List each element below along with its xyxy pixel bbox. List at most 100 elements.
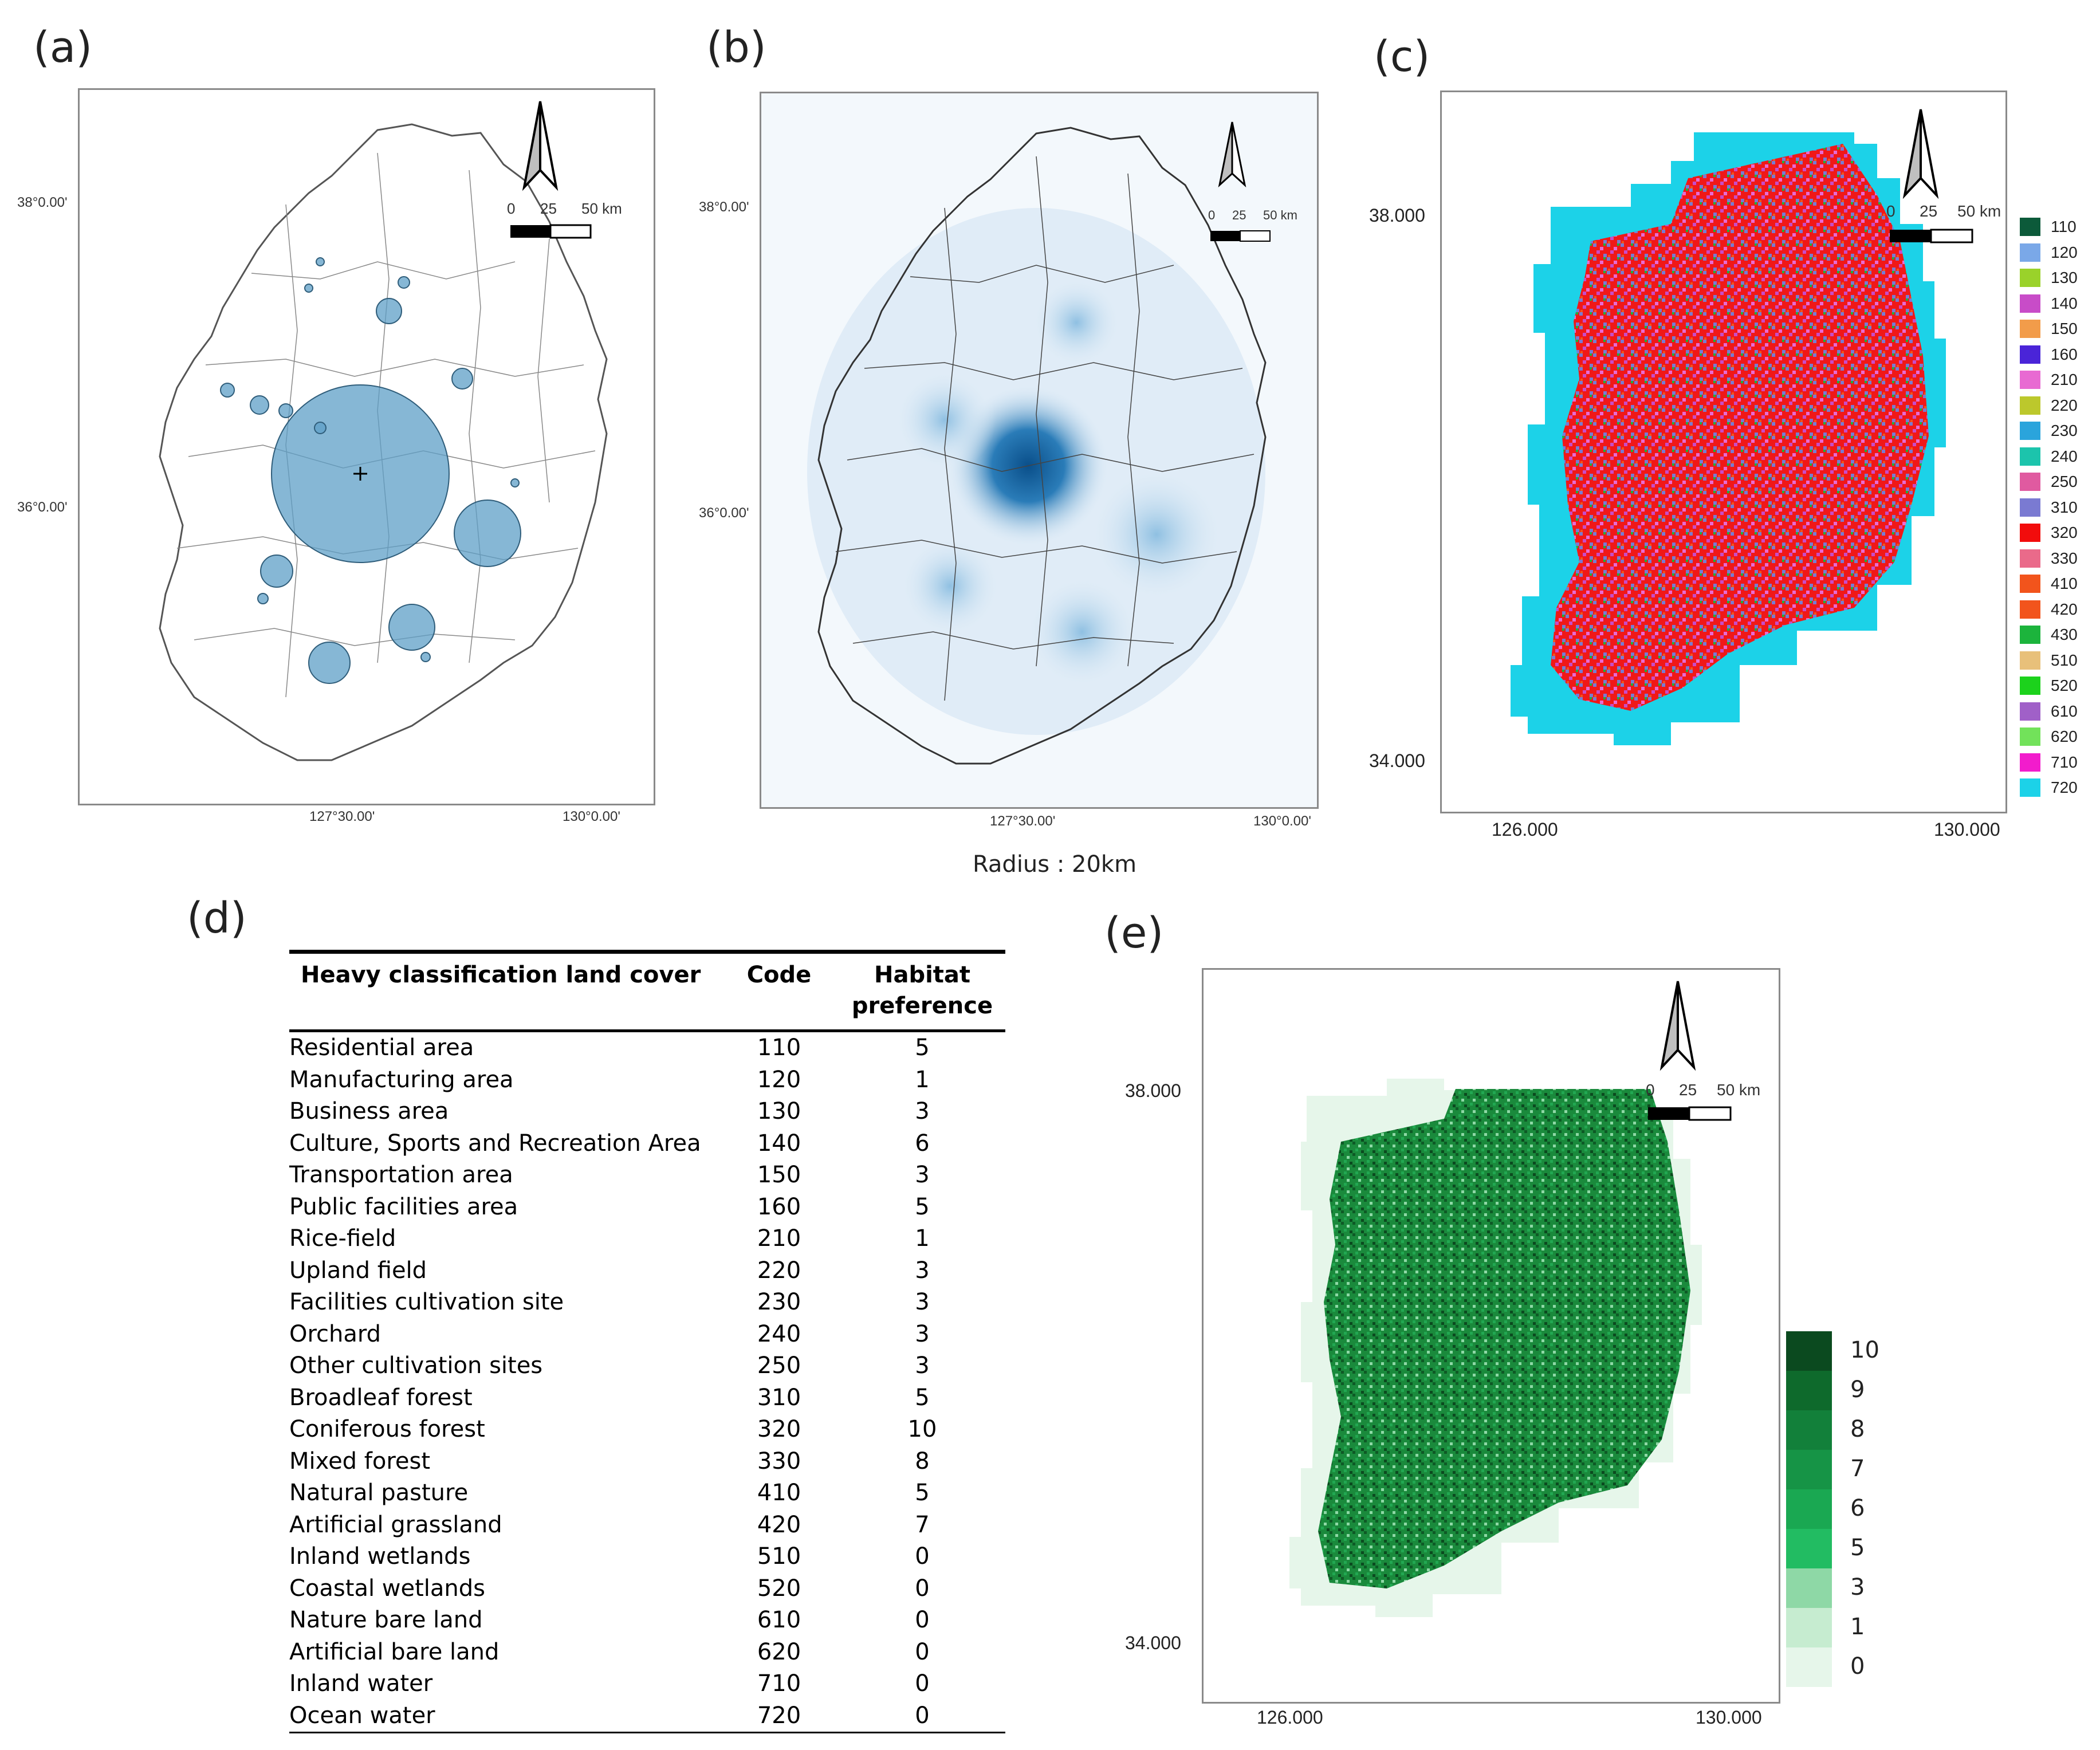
e-lat-34: 34.000 [1125,1633,1181,1653]
scale-b-0: 0 [1208,208,1216,222]
north-arrow-icon-e [1659,981,1696,1071]
table-row: Inland water 710 0 [289,1670,930,1697]
scale-e-50: 50 km [1717,1081,1761,1099]
scale-c-50: 50 km [1957,202,2001,220]
legend-swatch [2020,600,2040,619]
legend-swatch [2020,727,2040,746]
panel-c-map: 0 25 50 km [1440,91,2007,813]
table-row: Facilities cultivation site 230 3 [289,1289,930,1315]
table-row: Broadleaf forest 310 5 [289,1384,930,1411]
scale-bar-icon [510,224,592,239]
panel-c-label: (c) [1374,32,1430,81]
table-row: Upland field 220 3 [289,1257,930,1284]
scale-label-0: 0 [507,200,516,217]
panel-e-map: 0 25 50 km [1202,968,1780,1704]
a-lon-127: 127°30.00' [309,809,375,824]
table-row: Coastal wetlands 520 0 [289,1575,930,1602]
table-row: Natural pasture 410 5 [289,1480,930,1506]
table-row: Residential area 110 5 [289,1035,930,1061]
table-row: Culture, Sports and Recreation Area 140 6 [289,1130,930,1157]
c-legend-row: 310 [2020,495,2078,520]
panel-b-map: 0 25 50 km [760,92,1319,809]
table-header: Heavy classification land cover Code Hab… [289,950,1005,1032]
legend-swatch [2020,575,2040,593]
table-row: Ocean water 720 0 [289,1702,930,1729]
table-row: Public facilities area 160 5 [289,1193,930,1220]
c-legend-row: 160 [2020,342,2078,367]
legend-swatch [1786,1371,1832,1410]
panel-b-label: (b) [706,23,766,72]
c-legend-row: 240 [2020,444,2078,469]
c-legend-row: 140 [2020,291,2078,316]
legend-swatch [2020,218,2040,236]
c-legend-row: 320 [2020,520,2078,545]
legend-swatch [2020,396,2040,415]
legend-swatch [2020,345,2040,364]
table-row: Nature bare land 610 0 [289,1607,930,1633]
table-row: Orchard 240 3 [289,1320,930,1347]
header-code: Code [746,962,812,988]
c-legend-row: 220 [2020,393,2078,418]
c-legend-row: 250 [2020,469,2078,494]
panel-d-label: (d) [187,894,247,943]
e-legend-row: 1 [1786,1608,1901,1647]
scale-bar-icon-b [1210,230,1271,242]
e-legend-row: 8 [1786,1410,1901,1450]
c-legend-row: 120 [2020,240,2078,265]
c-legend-row: 720 [2020,775,2078,800]
c-legend-row: 150 [2020,316,2078,341]
c-legend-row: 110 [2020,214,2077,239]
scale-b-25: 25 [1232,208,1246,222]
legend-swatch [2020,626,2040,644]
a-lon-130: 130°0.00' [563,809,620,824]
north-arrow-icon-c [1902,109,1939,199]
legend-swatch [2020,651,2040,670]
legend-swatch [2020,422,2040,440]
e-lon-130: 130.000 [1696,1707,1762,1728]
b-lon-130: 130°0.00' [1253,813,1311,829]
c-legend-row: 610 [2020,699,2078,724]
north-arrow-icon-b [1218,121,1246,188]
legend-swatch [1786,1608,1832,1647]
scale-bar-icon-c [1890,229,1973,243]
e-legend-row: 6 [1786,1489,1901,1529]
legend-swatch [1786,1450,1832,1489]
legend-swatch [2020,677,2040,695]
legend-swatch [2020,320,2040,338]
e-lat-38: 38.000 [1125,1080,1181,1101]
c-legend-row: 710 [2020,750,2078,775]
habitat-preference-table: Heavy classification land cover Code Hab… [289,950,1005,1733]
table-row: Coniferous forest 320 10 [289,1416,937,1442]
north-arrow-icon [522,101,559,191]
legend-swatch [1786,1331,1832,1371]
panel-e-label: (e) [1104,909,1164,958]
legend-swatch [2020,269,2040,287]
legend-swatch [2020,473,2040,491]
e-legend: 10 9 8 7 6 5 3 1 0 [1786,1331,1912,1692]
c-legend-row: 410 [2020,571,2078,596]
legend-swatch [2020,447,2040,466]
scale-b-50: 50 km [1263,208,1297,222]
legend-swatch [1786,1568,1832,1608]
c-legend-row: 330 [2020,546,2078,571]
a-lat-38: 38°0.00' [17,195,68,210]
c-legend-row: 510 [2020,648,2078,673]
legend-swatch [2020,702,2040,721]
legend-swatch [2020,549,2040,568]
legend-swatch [1786,1647,1832,1687]
table-row: Mixed forest 330 8 [289,1448,930,1474]
e-legend-row: 5 [1786,1529,1901,1568]
table-row: Artificial bare land 620 0 [289,1638,930,1665]
scale-c-0: 0 [1886,202,1895,220]
legend-swatch [2020,524,2040,542]
header-habitat-line2: preference [851,993,993,1019]
panel-a-label: (a) [33,23,93,72]
table-row: Transportation area 150 3 [289,1162,930,1188]
b-caption: Radius : 20km [973,851,1137,878]
c-lat-34: 34.000 [1369,750,1425,771]
legend-swatch [1786,1489,1832,1529]
c-legend-row: 420 [2020,597,2078,622]
header-habitat-line1: Habitat [874,962,971,988]
c-legend-row: 230 [2020,418,2078,443]
scale-e-0: 0 [1646,1081,1655,1099]
